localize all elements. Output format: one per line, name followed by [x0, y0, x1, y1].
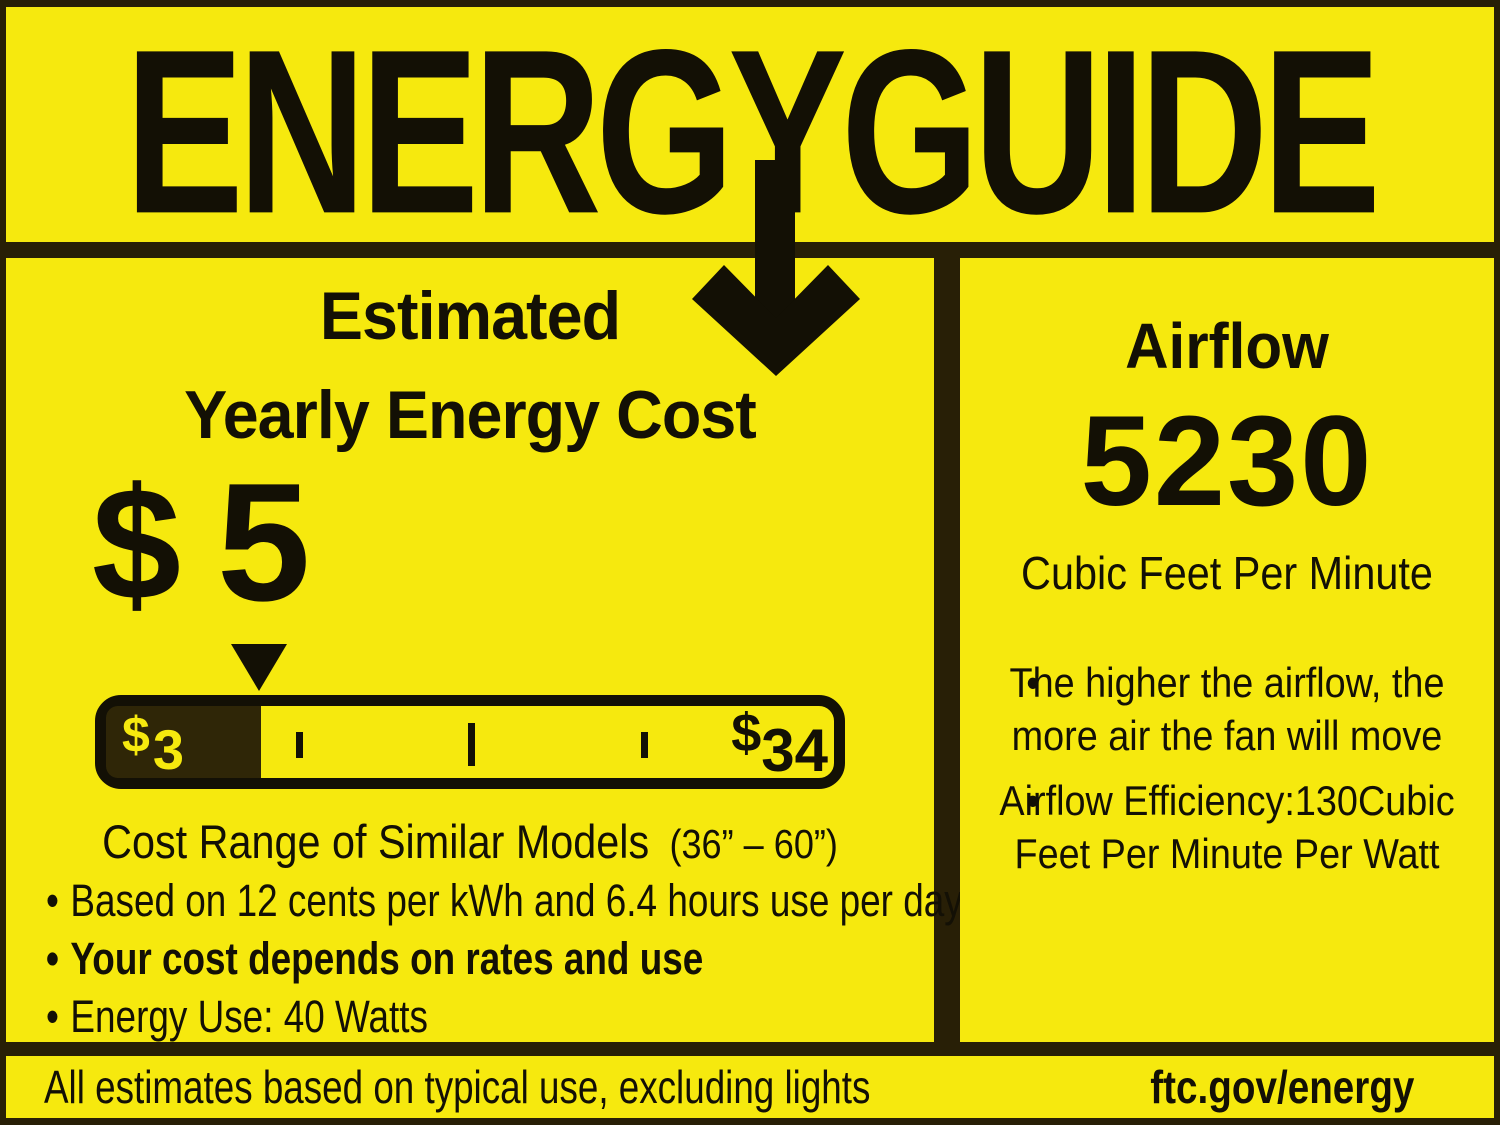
cost-note-depends: Your cost depends on rates and use: [70, 933, 704, 984]
cost-heading: Estimated Yearly Energy Cost: [6, 267, 934, 465]
range-caption: Cost Range of Similar Models (36” – 60”): [62, 814, 879, 869]
ftc-url: ftc.gov/energy: [1149, 1061, 1414, 1113]
list-item: • Based on 12 cents per kWh and 6.4 hours…: [46, 878, 963, 923]
yearly-cost-value: $ 5: [92, 458, 310, 626]
cost-range-bar: $ 3 $ 34: [95, 695, 845, 789]
range-max-value: 34: [761, 716, 828, 784]
list-item: • Energy Use: 40 Watts: [46, 994, 963, 1039]
list-item: • Airflow Efficiency:130Cubic Feet Per M…: [987, 774, 1468, 880]
list-item: • The higher the airflow, the more air t…: [987, 656, 1468, 762]
cost-heading-line2: Yearly Energy Cost: [184, 377, 757, 453]
bullet-icon: •: [46, 991, 59, 1042]
range-caption-main: Cost Range of Similar Models: [102, 815, 650, 868]
airflow-panel: Airflow 5230 Cubic Feet Per Minute • The…: [960, 258, 1494, 1042]
cost-range-max-label: $ 34: [731, 703, 828, 784]
cost-range-min-segment: $ 3: [106, 706, 261, 781]
title-band: ENERGYGUIDE: [6, 7, 1494, 242]
range-tick: [296, 732, 303, 758]
cost-note-rate-basis: Based on 12 cents per kWh and 6.4 hours …: [70, 875, 963, 926]
energy-cost-panel: Estimated Yearly Energy Cost $ 5 $ 3 $ 3…: [6, 258, 963, 1042]
airflow-value: 5230: [1080, 390, 1374, 533]
range-tick: [641, 732, 648, 758]
bullet-icon: •: [46, 933, 59, 984]
footer-disclaimer: All estimates based on typical use, excl…: [44, 1061, 871, 1113]
range-min-value: 3: [152, 717, 184, 781]
bullet-icon: •: [46, 875, 59, 926]
cost-amount: 5: [216, 448, 311, 636]
page-title: ENERGYGUIDE: [125, 7, 1375, 242]
list-item: • Your cost depends on rates and use: [46, 936, 963, 981]
energyguide-logo: ENERGYGUIDE: [125, 7, 1381, 242]
range-min-currency: $: [122, 707, 150, 763]
cost-notes-list: • Based on 12 cents per kWh and 6.4 hours…: [46, 878, 963, 1052]
airflow-heading: Airflow: [1125, 310, 1329, 382]
airflow-efficiency-line: Feet Per Minute Per Watt: [1014, 830, 1440, 877]
footer-bar: All estimates based on typical use, excl…: [6, 1056, 1494, 1118]
airflow-unit: Cubic Feet Per Minute: [1021, 547, 1433, 599]
cost-heading-line1: Estimated: [319, 278, 621, 354]
range-caption-size-detail: (36” – 60”): [669, 821, 838, 867]
airflow-note-line: The higher the airflow, the: [1009, 659, 1445, 706]
range-tick: [468, 723, 475, 766]
airflow-note-line: more air the fan will move: [1011, 712, 1443, 759]
cost-currency-symbol: $: [92, 454, 181, 633]
pointer-triangle-icon: [231, 644, 287, 691]
bullet-icon: •: [1026, 659, 1040, 706]
airflow-efficiency-line: Airflow Efficiency:130Cubic: [999, 777, 1455, 824]
airflow-notes-list: • The higher the airflow, the more air t…: [987, 656, 1468, 892]
bullet-icon: •: [1026, 777, 1040, 824]
range-max-currency: $: [731, 703, 762, 763]
cost-note-energy-use: Energy Use: 40 Watts: [70, 991, 428, 1042]
